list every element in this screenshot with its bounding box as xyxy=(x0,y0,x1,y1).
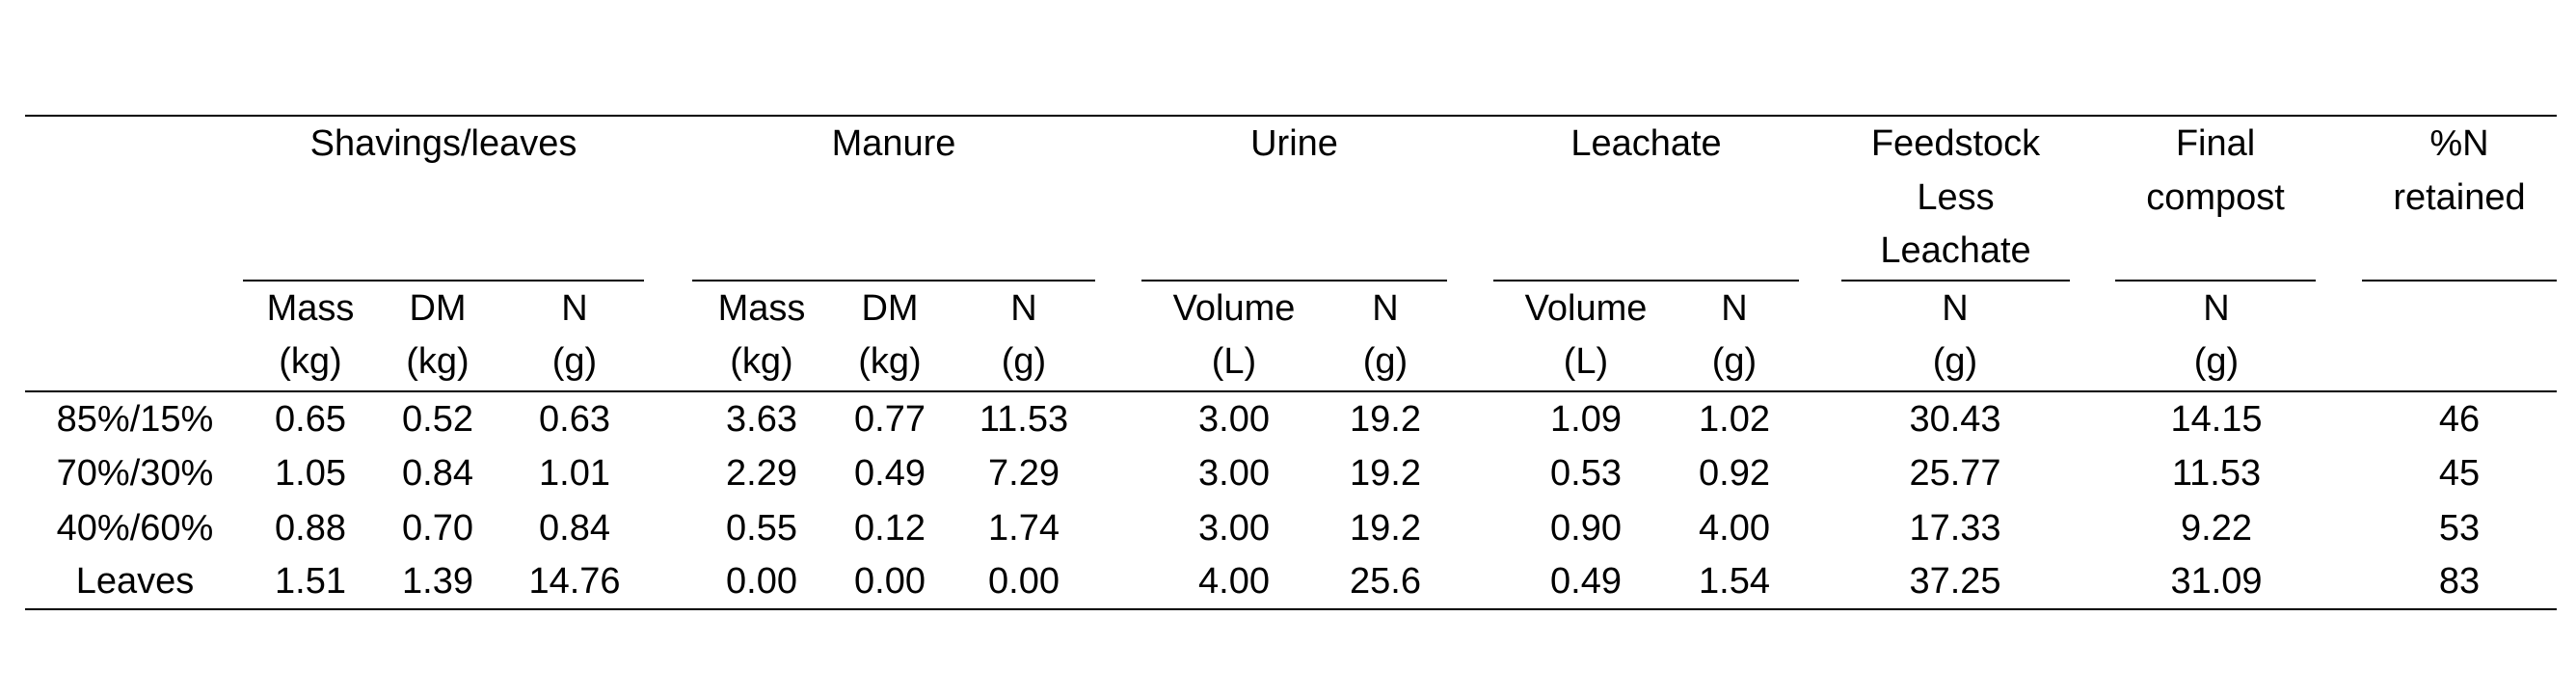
cell: 0.84 xyxy=(402,453,473,494)
cell: 1.54 xyxy=(1699,561,1770,602)
column-header: Volume xyxy=(1525,288,1648,329)
cell: 25.6 xyxy=(1350,561,1421,602)
cell: 19.2 xyxy=(1350,508,1421,549)
cell: 1.51 xyxy=(275,561,346,602)
cell: 7.29 xyxy=(988,453,1060,494)
row-label: 70%/30% xyxy=(57,453,214,494)
cell: 0.00 xyxy=(854,561,926,602)
cell: 14.15 xyxy=(2170,399,2262,440)
column-header: Mass xyxy=(718,288,806,329)
row-label: 40%/60% xyxy=(57,508,214,549)
cell: 0.12 xyxy=(854,508,926,549)
cell: 11.53 xyxy=(2172,453,2261,494)
cell: 0.00 xyxy=(726,561,797,602)
cell: 2.29 xyxy=(726,453,797,494)
cell: 46 xyxy=(2439,399,2480,440)
row-label: 85%/15% xyxy=(57,399,214,440)
group-header: Manure xyxy=(832,123,956,164)
group-header: Leachate xyxy=(1570,123,1721,164)
cell: 25.77 xyxy=(1909,453,2000,494)
column-header: (kg) xyxy=(406,341,469,382)
column-header: (g) xyxy=(1712,341,1757,382)
cell: 19.2 xyxy=(1350,399,1421,440)
cell: 0.92 xyxy=(1699,453,1770,494)
cell: 37.25 xyxy=(1909,561,2000,602)
cell: 31.09 xyxy=(2170,561,2262,602)
column-header: N xyxy=(561,288,587,329)
cell: 1.02 xyxy=(1699,399,1770,440)
cell: 9.22 xyxy=(2181,508,2252,549)
column-header: Mass xyxy=(267,288,355,329)
column-header: DM xyxy=(409,288,466,329)
cell: 1.74 xyxy=(988,508,1060,549)
cell: 14.76 xyxy=(528,561,620,602)
cell: 0.90 xyxy=(1550,508,1622,549)
cell: 83 xyxy=(2439,561,2480,602)
group-header: Feedstock xyxy=(1871,123,2041,164)
cell: 1.01 xyxy=(539,453,610,494)
column-header: (L) xyxy=(1212,341,1256,382)
column-header: (kg) xyxy=(730,341,792,382)
cell: 17.33 xyxy=(1909,508,2000,549)
column-header: (L) xyxy=(1564,341,1608,382)
cell: 1.39 xyxy=(402,561,473,602)
column-header: N xyxy=(1372,288,1398,329)
group-header: Shavings/leaves xyxy=(310,123,577,164)
cell: 11.53 xyxy=(979,399,1068,440)
column-header: N xyxy=(1010,288,1036,329)
column-header: N xyxy=(1942,288,1968,329)
cell: 45 xyxy=(2439,453,2480,494)
group-header: Less xyxy=(1917,177,1994,218)
column-header: (g) xyxy=(1933,341,1977,382)
cell: 19.2 xyxy=(1350,453,1421,494)
column-header: N xyxy=(2203,288,2229,329)
cell: 3.00 xyxy=(1198,508,1270,549)
group-header: %N xyxy=(2429,123,2488,164)
cell: 3.00 xyxy=(1198,399,1270,440)
column-header: (kg) xyxy=(858,341,921,382)
column-header: (kg) xyxy=(279,341,341,382)
cell: 4.00 xyxy=(1198,561,1270,602)
group-header: compost xyxy=(2146,177,2285,218)
cell: 3.63 xyxy=(726,399,797,440)
cell: 0.84 xyxy=(539,508,610,549)
cell: 0.63 xyxy=(539,399,610,440)
cell: 0.65 xyxy=(275,399,346,440)
cell: 30.43 xyxy=(1909,399,2000,440)
cell: 0.55 xyxy=(726,508,797,549)
group-header: Leachate xyxy=(1880,230,2030,271)
cell: 1.05 xyxy=(275,453,346,494)
cell: 0.70 xyxy=(402,508,473,549)
column-header: (g) xyxy=(552,341,597,382)
cell: 3.00 xyxy=(1198,453,1270,494)
group-header: Final xyxy=(2176,123,2255,164)
row-label: Leaves xyxy=(76,561,195,602)
cell: 1.09 xyxy=(1550,399,1622,440)
cell: 0.77 xyxy=(854,399,926,440)
column-header: N xyxy=(1721,288,1747,329)
column-header: DM xyxy=(861,288,918,329)
column-header: Volume xyxy=(1173,288,1296,329)
group-header: Urine xyxy=(1250,123,1338,164)
cell: 0.49 xyxy=(1550,561,1622,602)
cell: 0.88 xyxy=(275,508,346,549)
group-header: retained xyxy=(2393,177,2525,218)
cell: 0.53 xyxy=(1550,453,1622,494)
column-header: (g) xyxy=(2194,341,2239,382)
cell: 0.49 xyxy=(854,453,926,494)
cell: 0.52 xyxy=(402,399,473,440)
column-header: (g) xyxy=(1363,341,1408,382)
column-header: (g) xyxy=(1002,341,1046,382)
cell: 4.00 xyxy=(1699,508,1770,549)
cell: 53 xyxy=(2439,508,2480,549)
cell: 0.00 xyxy=(988,561,1060,602)
